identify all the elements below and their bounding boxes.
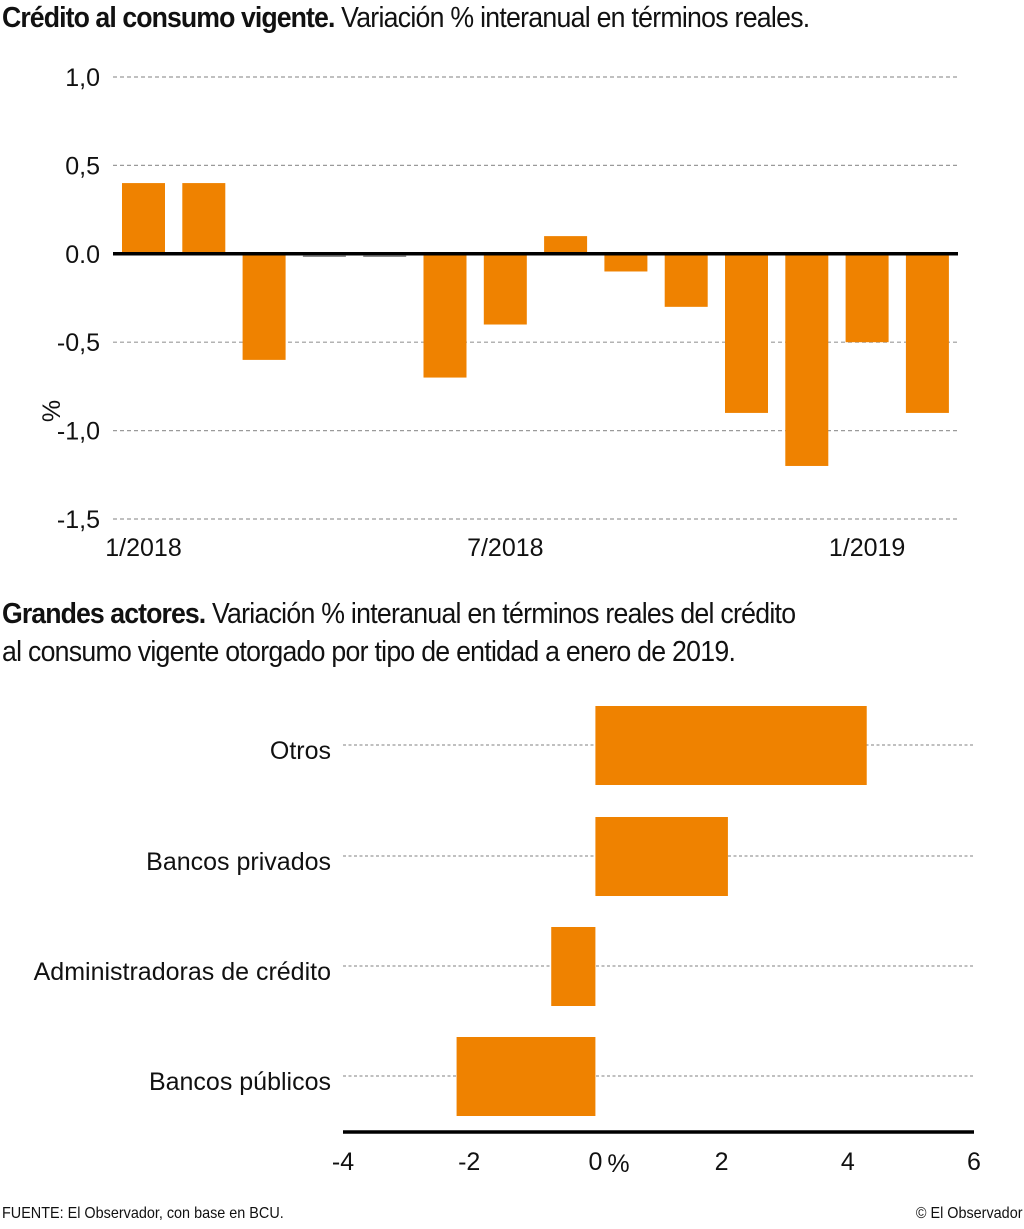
y-tick-label: -1,0 (57, 418, 100, 446)
bar-9/2018 (604, 253, 648, 272)
chart1-title: Crédito al consumo vigente. Variación % … (2, 0, 810, 37)
bar-1/2019 (845, 253, 889, 343)
bar-11/2018 (725, 253, 768, 413)
bar-3/2018 (242, 253, 286, 360)
y-tick-label: 0.0 (65, 241, 100, 269)
category-label: Administradoras de crédito (34, 958, 331, 986)
x-tick-label: 4 (841, 1148, 855, 1176)
y-tick-label: 0,5 (65, 152, 100, 180)
bar-7/2018 (483, 253, 527, 325)
chart1-monthly-credit: 1,0 0,5 0.0 -0,5 -1,0 -1,5% 1/2018 7/2018 1/2019 (38, 64, 958, 562)
x-tick-label: 7/2018 (467, 534, 543, 562)
bar-2/2018 (182, 183, 226, 254)
x-axis-unit-label: % (607, 1150, 629, 1178)
x-tick-label: 1/2019 (829, 534, 905, 562)
bar-otros (595, 706, 867, 785)
category-label: Bancos públicos (149, 1068, 331, 1096)
chart1-title-bold: Crédito al consumo vigente. (2, 2, 335, 34)
source-note: FUENTE: El Observador, con base en BCU. (2, 1205, 284, 1222)
copyright-credit: © El Observador (915, 1205, 1022, 1222)
bar-6/2018 (423, 253, 467, 378)
bar-bancos-privados (595, 817, 728, 896)
x-tick-label: 2 (715, 1148, 729, 1176)
bar-1/2018 (122, 183, 165, 254)
bar-8/2018 (544, 236, 588, 254)
bar-12/2018 (785, 253, 829, 466)
bar-administradoras-de-crédito (551, 927, 596, 1006)
chart2-title-line2: al consumo vigente otorgado por tipo de … (2, 636, 736, 668)
x-tick-label: 6 (967, 1148, 981, 1176)
bar-10/2018 (664, 253, 708, 307)
chart2-title-rest: Variación % interanual en términos reale… (205, 598, 796, 630)
x-tick-label: 1/2018 (105, 534, 181, 562)
chart1-title-rest: Variación % interanual en términos reale… (334, 2, 810, 34)
x-tick-label: -2 (458, 1148, 480, 1176)
x-tick-label: 0 (588, 1148, 602, 1176)
chart2-title-bold: Grandes actores. (2, 598, 206, 630)
y-axis-label: % (38, 400, 66, 422)
x-tick-label: -4 (332, 1148, 354, 1176)
y-tick-label: -1,5 (57, 506, 100, 534)
bar-bancos-públicos (456, 1037, 596, 1116)
category-label: Otros (270, 737, 331, 765)
category-label: Bancos privados (146, 848, 331, 876)
y-tick-label: 1,0 (65, 64, 100, 92)
y-tick-label: -0,5 (57, 329, 100, 357)
chart2-title: Grandes actores. Variación % interanual … (2, 595, 796, 671)
bar-2/2019 (905, 253, 949, 413)
